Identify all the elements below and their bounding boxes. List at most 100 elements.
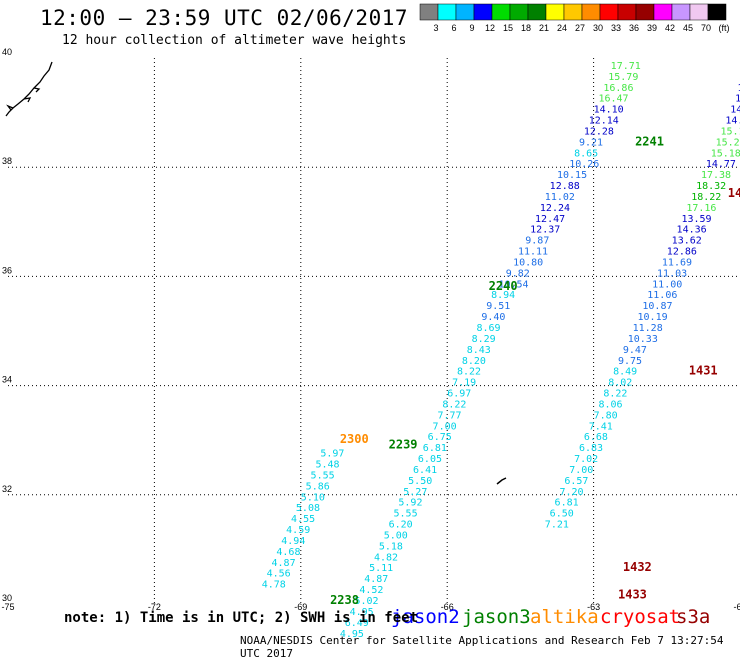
data-point-label: 11.02 bbox=[545, 192, 575, 203]
chart-title: 12:00 – 23:59 UTC 02/06/2017 bbox=[40, 6, 409, 30]
data-point-label: 4.78 bbox=[262, 580, 286, 591]
data-point-label: 8.22 bbox=[442, 399, 466, 410]
data-point-label: 8.22 bbox=[457, 367, 481, 378]
data-point-label: 4.82 bbox=[374, 552, 398, 563]
data-point-label: 10.80 bbox=[513, 257, 543, 268]
data-point-label: 6.81 bbox=[423, 443, 447, 454]
data-point-label: 14.77 bbox=[706, 159, 736, 170]
data-point-label: 18.22 bbox=[691, 192, 721, 203]
x-tick-label: -72 bbox=[148, 602, 161, 612]
colorbar-swatch bbox=[419, 3, 439, 21]
colorbar-swatch bbox=[527, 3, 547, 21]
data-point-label: 14.16 bbox=[738, 83, 740, 94]
data-point-label: 9.87 bbox=[525, 236, 549, 247]
data-point-label: 13.59 bbox=[681, 214, 711, 225]
data-point-label: 9.40 bbox=[481, 312, 505, 323]
colorbar-swatch bbox=[437, 3, 457, 21]
track: 17.611.1614.1614.8614.5614.4315.1815.231… bbox=[545, 83, 740, 531]
data-point-label: 6.50 bbox=[550, 509, 574, 520]
x-tick-label: -66 bbox=[441, 602, 454, 612]
data-point-label: 7.21 bbox=[545, 520, 569, 531]
data-point-label: 11.00 bbox=[652, 279, 682, 290]
data-point-label: 12.37 bbox=[530, 225, 560, 236]
colorbar-label: 15 bbox=[503, 23, 513, 33]
colorbar-swatch bbox=[455, 3, 475, 21]
data-point-label: 7.19 bbox=[452, 378, 476, 389]
colorbar-label: 36 bbox=[629, 23, 639, 33]
colorbar-swatch bbox=[653, 3, 673, 21]
data-point-label: 5.08 bbox=[296, 503, 320, 514]
data-point-label: 5.86 bbox=[306, 481, 330, 492]
data-point-label: 4.87 bbox=[364, 574, 388, 585]
data-point-label: 5.11 bbox=[369, 563, 393, 574]
data-point-label: 17.71 bbox=[611, 61, 641, 72]
colorbar-label: 45 bbox=[683, 23, 693, 33]
colorbar-swatch bbox=[671, 3, 691, 21]
colorbar-label: 9 bbox=[469, 23, 474, 33]
data-point-label: 5.02 bbox=[354, 596, 378, 607]
data-point-label: 11.28 bbox=[633, 323, 663, 334]
colorbar-swatch bbox=[599, 3, 619, 21]
data-point-label: 5.55 bbox=[394, 509, 418, 520]
data-point-label: 16.47 bbox=[598, 94, 628, 105]
colorbar-label: 3 bbox=[433, 23, 438, 33]
data-point-label: 8.22 bbox=[603, 389, 627, 400]
data-point-label: 11.06 bbox=[647, 290, 677, 301]
data-point-label: 12.86 bbox=[667, 247, 697, 258]
data-point-label: 8.49 bbox=[613, 367, 637, 378]
pass-label: 1433 bbox=[618, 588, 647, 602]
legend-altika: altika bbox=[530, 606, 599, 628]
x-tick-label: -63 bbox=[587, 602, 600, 612]
data-point-label: 4.52 bbox=[359, 585, 383, 596]
x-tick-label: -75 bbox=[1, 602, 14, 612]
data-point-label: 14.36 bbox=[677, 225, 707, 236]
data-point-label: 5.27 bbox=[403, 487, 427, 498]
coastline bbox=[5, 61, 53, 117]
colorbar-swatch bbox=[545, 3, 565, 21]
data-point-label: 5.00 bbox=[384, 530, 408, 541]
data-point-label: 4.95 bbox=[350, 607, 374, 618]
data-point-label: 11.69 bbox=[662, 257, 692, 268]
pass-label: 2238 bbox=[330, 593, 359, 607]
colorbar-swatch bbox=[689, 3, 709, 21]
data-point-label: 6.41 bbox=[413, 465, 437, 476]
y-tick-label: 38 bbox=[2, 156, 12, 166]
data-point-label: 7.80 bbox=[594, 410, 618, 421]
data-point-label: 17.16 bbox=[686, 203, 716, 214]
data-point-label: 8.43 bbox=[467, 345, 491, 356]
pass-label: 2241 bbox=[635, 134, 664, 148]
data-point-label: 9.51 bbox=[486, 301, 510, 312]
data-point-label: 10.87 bbox=[642, 301, 672, 312]
colorbar-label: 12 bbox=[485, 23, 495, 33]
data-point-label: 7.00 bbox=[433, 421, 457, 432]
data-point-label: 6.49 bbox=[345, 618, 369, 629]
data-point-label: 5.97 bbox=[320, 449, 344, 460]
data-point-label: 14.86 bbox=[735, 94, 740, 105]
data-point-label: 6.75 bbox=[428, 432, 452, 443]
pass-label: 2300 bbox=[340, 432, 369, 446]
y-tick-label: 36 bbox=[2, 265, 12, 275]
y-tick-label: 34 bbox=[2, 375, 12, 385]
data-point-label: 10.54 bbox=[498, 279, 528, 290]
data-point-label: 14.56 bbox=[730, 105, 740, 116]
data-point-label: 6.05 bbox=[418, 454, 442, 465]
data-point-label: 8.65 bbox=[574, 148, 598, 159]
data-point-label: 14.43 bbox=[725, 116, 740, 127]
data-point-label: 11.03 bbox=[657, 268, 687, 279]
legend-jason3: jason3 bbox=[462, 606, 531, 628]
data-point-label: 18.32 bbox=[696, 181, 726, 192]
data-point-label: 8.06 bbox=[598, 399, 622, 410]
data-point-label: 5.50 bbox=[408, 476, 432, 487]
track: 5.975.485.555.865.105.084.554.594.944.68… bbox=[262, 449, 345, 591]
legend-s3a: s3a bbox=[676, 606, 711, 628]
data-point-label: 9.47 bbox=[623, 345, 647, 356]
pass-label: 2240 bbox=[489, 279, 518, 293]
data-point-label: 4.95 bbox=[340, 629, 364, 640]
y-tick-label: 40 bbox=[2, 47, 12, 57]
data-point-label: 10.15 bbox=[557, 170, 587, 181]
colorbar-label: 33 bbox=[611, 23, 621, 33]
data-point-label: 6.97 bbox=[447, 389, 471, 400]
data-point-label: 7.02 bbox=[574, 454, 598, 465]
pass-label: 143 bbox=[728, 186, 740, 200]
